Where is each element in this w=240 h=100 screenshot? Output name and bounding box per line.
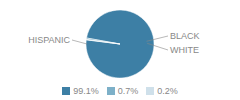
svg-text:BLACK: BLACK [170, 31, 200, 41]
html-text:0.7%: 0.7% [117, 86, 139, 96]
html-text:0.2%: 0.2% [157, 86, 178, 96]
svg-text:WHITE: WHITE [170, 45, 199, 55]
html-text:99.1%: 99.1% [73, 86, 99, 96]
svg-text:HISPANIC: HISPANIC [28, 35, 70, 45]
